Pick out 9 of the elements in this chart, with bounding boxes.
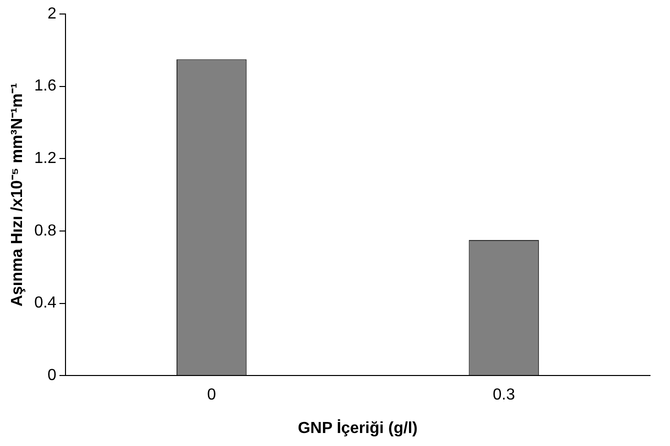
y-tick-label: 2: [48, 5, 57, 22]
y-axis-title: Aşınma Hızı /x10⁻⁵ mm³N⁻¹m⁻¹: [9, 83, 26, 307]
y-tick-label: 0.8: [34, 222, 57, 240]
y-tick-label: 1.6: [34, 78, 57, 95]
y-tick-label: 0: [48, 367, 57, 384]
x-axis-title: GNP İçeriği (g/l): [298, 418, 418, 437]
y-tick-label: 1.2: [34, 150, 57, 168]
x-tick-label: 0.3: [492, 386, 516, 404]
y-tick-label: 0.4: [34, 294, 57, 312]
